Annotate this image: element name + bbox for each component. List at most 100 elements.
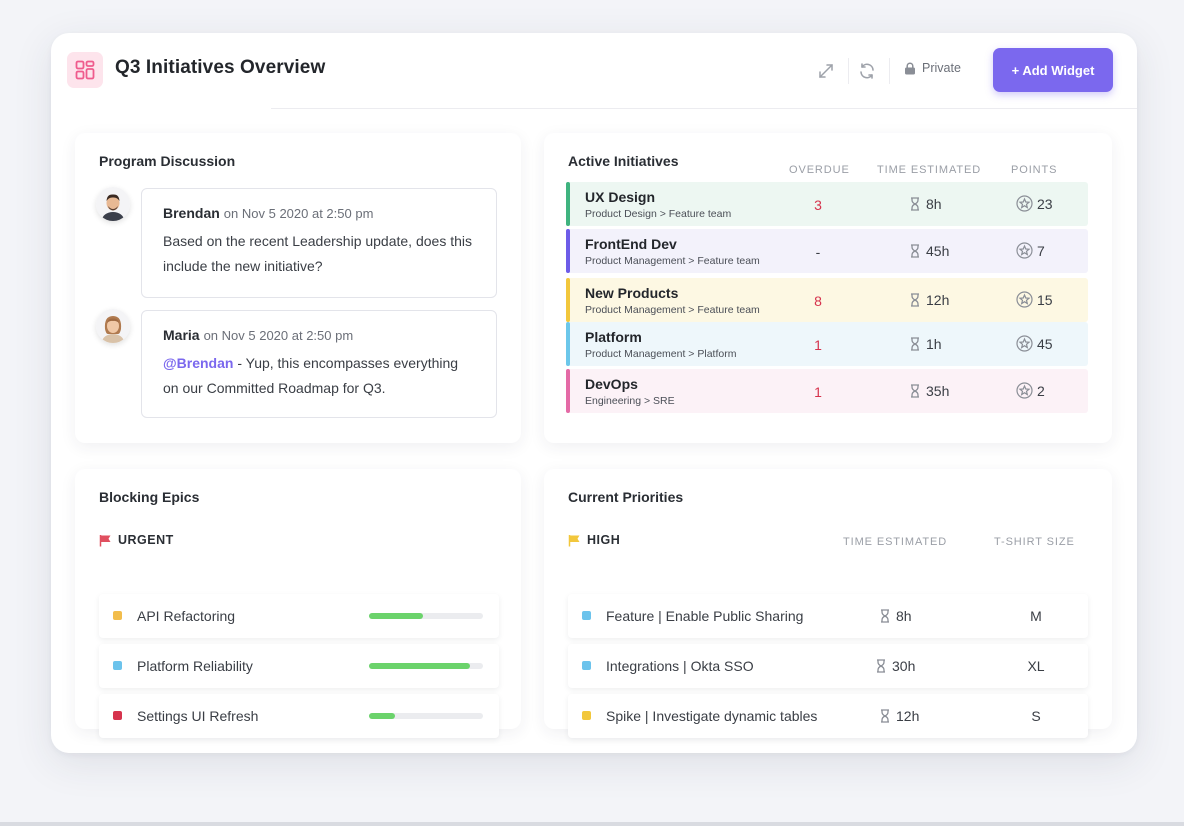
time-estimate: 12h bbox=[910, 292, 949, 308]
priority-row[interactable]: Feature | Enable Public Sharing 8h M bbox=[568, 594, 1088, 638]
priority-label-text: Integrations | Okta SSO bbox=[606, 658, 754, 674]
comment-body: - Yup, this encompasses everything on ou… bbox=[163, 355, 459, 396]
priority-row[interactable]: Integrations | Okta SSO 30h XL bbox=[568, 644, 1088, 688]
initiative-row[interactable]: FrontEnd Dev Product Management > Feature… bbox=[566, 229, 1088, 273]
overdue-count: 3 bbox=[814, 197, 822, 213]
time-estimate-value: 30h bbox=[892, 658, 916, 674]
initiative-path: Engineering > SRE bbox=[585, 395, 675, 407]
epic-progress-fill bbox=[369, 663, 471, 669]
comment-text: @Brendan - Yup, this encompasses everyth… bbox=[163, 351, 476, 401]
initiative-name[interactable]: Platform bbox=[585, 329, 642, 345]
initiative-row[interactable]: New Products Product Management > Feature… bbox=[566, 278, 1088, 322]
user-mention[interactable]: @Brendan bbox=[163, 355, 234, 371]
points-value: 23 bbox=[1037, 195, 1053, 212]
priority-group-high[interactable]: HIGH bbox=[568, 533, 620, 547]
initiative-name[interactable]: FrontEnd Dev bbox=[585, 236, 677, 252]
expand-icon[interactable] bbox=[815, 60, 837, 82]
header-divider-line bbox=[271, 108, 1137, 109]
points-icon bbox=[1016, 195, 1033, 212]
comment-author[interactable]: Maria bbox=[163, 327, 200, 343]
dashboard-card: Q3 Initiatives Overview Private + Add Wi… bbox=[51, 33, 1137, 753]
initiative-color-bar bbox=[566, 369, 570, 413]
initiative-color-bar bbox=[566, 322, 570, 366]
tshirt-size: XL bbox=[1027, 658, 1045, 674]
epic-label: Platform Reliability bbox=[137, 658, 253, 674]
epic-status-dot bbox=[113, 711, 122, 720]
epic-progress-bar bbox=[369, 663, 483, 669]
refresh-icon[interactable] bbox=[856, 60, 878, 82]
window-bottom-edge bbox=[0, 822, 1184, 826]
points-value: 2 bbox=[1037, 382, 1045, 399]
priority-status-dot bbox=[582, 611, 591, 620]
column-header-time-estimated[interactable]: TIME ESTIMATED bbox=[843, 536, 948, 548]
time-estimate-value: 35h bbox=[926, 383, 950, 399]
widget-title: Current Priorities bbox=[568, 489, 684, 505]
hourglass-icon bbox=[911, 197, 919, 211]
epic-row[interactable]: API Refactoring bbox=[99, 594, 499, 638]
add-widget-button[interactable]: + Add Widget bbox=[993, 48, 1113, 92]
column-header-tshirt-size[interactable]: T-SHIRT SIZE bbox=[994, 536, 1075, 548]
points: 23 bbox=[1016, 195, 1053, 212]
initiative-name[interactable]: DevOps bbox=[585, 376, 638, 392]
time-estimate: 12h bbox=[880, 708, 919, 724]
program-discussion-widget: Program Discussion Brendan on Nov 5 2020 … bbox=[75, 133, 521, 443]
column-header-overdue[interactable]: OVERDUE bbox=[789, 164, 850, 176]
blocking-epics-widget: Blocking Epics URGENT API Refactoring Pla… bbox=[75, 469, 521, 738]
points-icon bbox=[1016, 335, 1033, 352]
time-estimate: 30h bbox=[876, 658, 915, 674]
widget-title: Program Discussion bbox=[99, 153, 236, 169]
epic-status-dot bbox=[113, 661, 122, 670]
time-estimate: 8h bbox=[910, 196, 942, 212]
column-header-points[interactable]: POINTS bbox=[1011, 164, 1058, 176]
time-estimate-value: 12h bbox=[926, 292, 950, 308]
time-estimate-value: 8h bbox=[896, 608, 912, 624]
avatar[interactable] bbox=[96, 187, 130, 221]
hourglass-icon bbox=[881, 709, 889, 723]
overdue-count: 8 bbox=[814, 293, 822, 309]
priority-label: HIGH bbox=[587, 533, 621, 547]
epic-progress-bar bbox=[369, 613, 483, 619]
epic-row[interactable]: Settings UI Refresh bbox=[99, 694, 499, 738]
flag-icon bbox=[99, 534, 111, 546]
initiative-path: Product Management > Feature team bbox=[585, 304, 760, 316]
initiative-row[interactable]: Platform Product Management > Platform 1 1h… bbox=[566, 322, 1088, 366]
points-icon bbox=[1016, 291, 1033, 308]
priority-label: URGENT bbox=[118, 533, 174, 547]
epic-progress-fill bbox=[369, 613, 423, 619]
comment-text: Based on the recent Leadership update, d… bbox=[163, 233, 472, 274]
points-value: 7 bbox=[1037, 242, 1045, 259]
epic-row[interactable]: Platform Reliability bbox=[99, 644, 499, 688]
widget-title: Blocking Epics bbox=[99, 489, 200, 505]
overdue-count: 1 bbox=[814, 384, 822, 400]
initiative-color-bar bbox=[566, 182, 570, 226]
lock-icon bbox=[905, 62, 915, 74]
priority-group-urgent[interactable]: URGENT bbox=[99, 533, 174, 547]
page-title: Q3 Initiatives Overview bbox=[115, 57, 326, 78]
current-priorities-widget: Current Priorities HIGH TIME ESTIMATED T… bbox=[544, 469, 1112, 738]
tshirt-size: M bbox=[1030, 608, 1042, 624]
epic-progress-bar bbox=[369, 713, 483, 719]
time-estimate-value: 12h bbox=[896, 708, 920, 724]
time-estimate-value: 8h bbox=[926, 196, 942, 212]
initiative-row[interactable]: DevOps Engineering > SRE 1 35h 2 bbox=[566, 369, 1088, 413]
privacy-toggle[interactable]: Private bbox=[904, 61, 961, 75]
initiative-name[interactable]: New Products bbox=[585, 285, 679, 301]
priority-label-text: Spike | Investigate dynamic tables bbox=[606, 708, 818, 724]
initiative-row[interactable]: UX Design Product Design > Feature team 3 8… bbox=[566, 182, 1088, 226]
points-value: 15 bbox=[1037, 291, 1053, 308]
epic-label: Settings UI Refresh bbox=[137, 708, 259, 724]
epic-progress-fill bbox=[369, 713, 396, 719]
avatar[interactable] bbox=[96, 309, 130, 343]
points-icon bbox=[1016, 242, 1033, 259]
time-estimate-value: 45h bbox=[926, 243, 950, 259]
initiative-path: Product Design > Feature team bbox=[585, 208, 732, 220]
priority-row[interactable]: Spike | Investigate dynamic tables 12h S bbox=[568, 694, 1088, 738]
initiative-path: Product Management > Feature team bbox=[585, 255, 760, 267]
priority-status-dot bbox=[582, 661, 591, 670]
points: 15 bbox=[1016, 291, 1053, 308]
time-estimate: 45h bbox=[910, 243, 949, 259]
column-header-time-estimated[interactable]: TIME ESTIMATED bbox=[877, 164, 982, 176]
initiative-color-bar bbox=[566, 278, 570, 322]
comment-author[interactable]: Brendan bbox=[163, 205, 220, 221]
initiative-name[interactable]: UX Design bbox=[585, 189, 656, 205]
